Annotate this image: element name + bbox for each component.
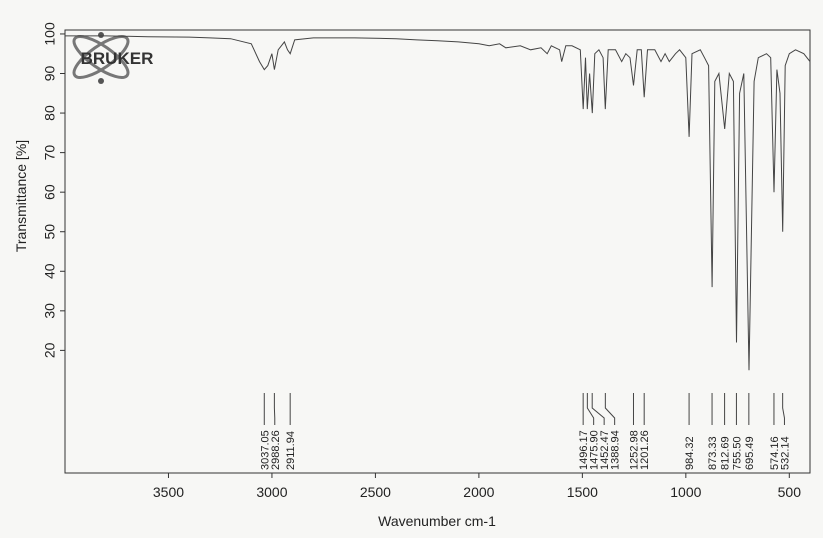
logo-dot (98, 78, 104, 84)
spectrum-line (65, 35, 811, 371)
x-tick-label: 1500 (567, 484, 598, 500)
y-tick-label: 60 (42, 184, 58, 200)
peak-marker (586, 393, 595, 425)
x-tick-label: 2000 (463, 484, 494, 500)
peak-label: 532.14 (779, 436, 791, 470)
logo-orbit (72, 35, 130, 79)
peak-label: 873.33 (707, 436, 719, 470)
peak-label: 2988.26 (270, 430, 282, 470)
peak-marker (591, 393, 605, 425)
peak-label: 1201.26 (639, 430, 651, 470)
peak-label: 2911.94 (285, 431, 297, 470)
peak-label: 755.50 (731, 436, 743, 470)
x-axis-label: Wavenumber cm-1 (378, 513, 496, 529)
peak-label: 1252.98 (628, 430, 640, 470)
x-tick-label: 500 (778, 484, 802, 500)
peak-marker (782, 393, 785, 425)
y-tick-label: 90 (42, 66, 58, 82)
logo-text: BRUKER (81, 49, 154, 68)
plot-frame (64, 29, 811, 474)
peak-label: 984.32 (684, 436, 696, 470)
peak-label: 574.16 (769, 436, 781, 470)
peak-label: 812.69 (720, 436, 732, 470)
y-tick-label: 80 (42, 105, 58, 121)
peak-label: 3037.05 (259, 430, 271, 470)
logo: BRUKER (72, 32, 154, 84)
peak-label: 1452.47 (599, 430, 611, 470)
peak-marker (604, 393, 616, 425)
y-tick-label: 40 (42, 263, 58, 279)
peak-label: 1388.94 (610, 430, 622, 470)
peak-label: 1496.17 (578, 430, 590, 470)
y-tick-label: 30 (42, 303, 58, 319)
y-tick-label: 70 (42, 145, 58, 161)
logo-orbit (72, 35, 130, 79)
y-tick-label: 100 (42, 22, 58, 46)
y-tick-label: 20 (42, 342, 58, 358)
x-tick-label: 2500 (360, 484, 391, 500)
x-tick-label: 3500 (153, 484, 184, 500)
y-tick-label: 50 (42, 224, 58, 240)
x-tick-label: 1000 (670, 484, 701, 500)
peak-label: 695.49 (744, 436, 756, 470)
logo-dot (98, 32, 104, 38)
x-tick-label: 3000 (256, 484, 287, 500)
peak-label: 1475.90 (589, 430, 601, 470)
y-axis-label: Transmittance [%] (13, 140, 29, 252)
